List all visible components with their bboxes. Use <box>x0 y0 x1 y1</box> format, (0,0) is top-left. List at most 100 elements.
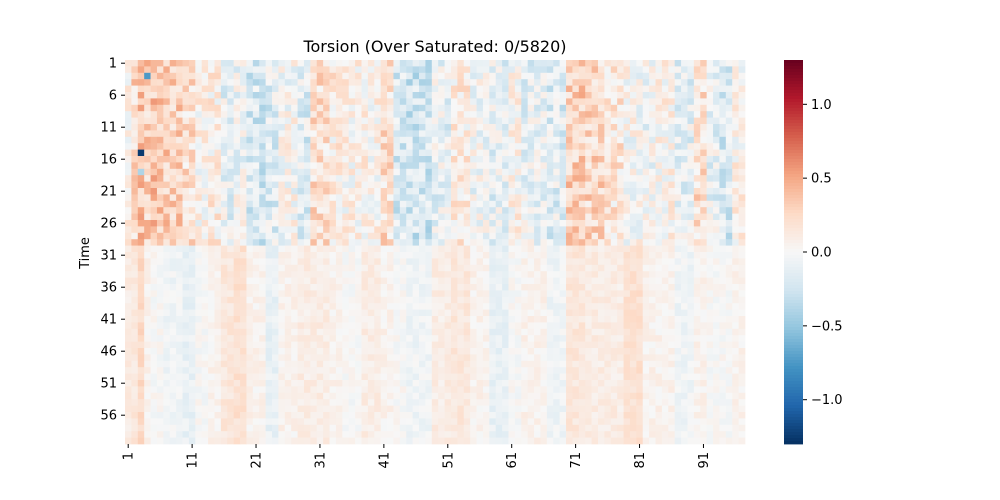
heatmap-cell <box>220 373 228 381</box>
heatmap-cell <box>131 194 139 202</box>
heatmap-cell <box>303 341 311 349</box>
heatmap-cell <box>585 181 592 189</box>
heatmap-cell <box>738 130 746 138</box>
heatmap-cell <box>681 348 688 355</box>
heatmap-cell <box>578 290 586 298</box>
heatmap-cell <box>655 66 663 74</box>
heatmap-cell <box>182 380 190 387</box>
heatmap-cell <box>163 85 171 93</box>
heatmap-cell <box>636 117 644 125</box>
heatmap-cell <box>482 341 490 349</box>
heatmap-cell <box>470 380 477 387</box>
heatmap-cell <box>335 309 343 317</box>
heatmap-cell <box>297 258 305 266</box>
heatmap-cell <box>604 79 612 86</box>
heatmap-cell <box>470 168 477 176</box>
heatmap-cell <box>457 220 465 227</box>
heatmap-cell <box>514 328 522 336</box>
heatmap-cell <box>534 226 541 234</box>
heatmap-cell <box>585 245 592 253</box>
heatmap-cell <box>355 143 362 150</box>
heatmap-cell <box>572 303 580 310</box>
heatmap-cell <box>495 136 503 144</box>
heatmap-cell <box>431 258 439 266</box>
heatmap-cell <box>457 264 465 272</box>
heatmap-cell <box>693 60 701 67</box>
heatmap-cell <box>572 360 580 368</box>
heatmap-cell <box>463 85 471 93</box>
heatmap-cell <box>732 296 739 304</box>
heatmap-cell <box>674 156 682 163</box>
heatmap-cell <box>649 162 656 170</box>
heatmap-cell <box>693 104 701 112</box>
heatmap-cell <box>240 220 247 227</box>
heatmap-cell <box>502 341 509 349</box>
heatmap-cell <box>144 335 151 342</box>
heatmap-cell <box>597 143 605 150</box>
heatmap-cell <box>233 226 241 234</box>
heatmap-cell <box>540 143 548 150</box>
heatmap-cell <box>438 98 445 106</box>
heatmap-cell <box>546 271 554 278</box>
heatmap-cell <box>425 290 433 298</box>
heatmap-cell <box>617 168 624 176</box>
heatmap-cell <box>655 60 663 67</box>
heatmap-cell <box>457 277 465 285</box>
heatmap-cell <box>463 290 471 298</box>
heatmap-cell <box>355 252 362 259</box>
heatmap-cell <box>438 220 445 227</box>
heatmap-cell <box>463 341 471 349</box>
heatmap-cell <box>476 316 484 323</box>
heatmap-cell <box>431 98 439 106</box>
heatmap-cell <box>150 348 158 355</box>
heatmap-cell <box>700 258 707 266</box>
heatmap-cell <box>655 117 663 125</box>
heatmap-cell <box>591 239 599 246</box>
heatmap-cell <box>163 117 171 125</box>
heatmap-cell <box>233 117 241 125</box>
heatmap-cell <box>649 194 656 202</box>
heatmap-cell <box>176 130 183 138</box>
heatmap-cell <box>316 245 324 253</box>
heatmap-cell <box>399 200 407 208</box>
heatmap-cell <box>252 271 260 278</box>
heatmap-cell <box>163 188 171 195</box>
heatmap-cell <box>131 117 139 125</box>
heatmap-cell <box>546 220 554 227</box>
heatmap-cell <box>297 136 305 144</box>
heatmap-cell <box>623 220 631 227</box>
heatmap-cell <box>642 290 650 298</box>
heatmap-cell <box>169 373 177 381</box>
heatmap-cell <box>508 271 516 278</box>
heatmap-cell <box>412 296 420 304</box>
heatmap-cell <box>463 194 471 202</box>
heatmap-cell <box>463 239 471 246</box>
heatmap-cell <box>335 341 343 349</box>
heatmap-cell <box>610 143 618 150</box>
heatmap-cell <box>521 322 529 330</box>
heatmap-cell <box>355 98 362 106</box>
heatmap-cell <box>674 92 682 99</box>
heatmap-cell <box>566 92 573 99</box>
heatmap-cell <box>284 271 292 278</box>
heatmap-cell <box>566 117 573 125</box>
heatmap-cell <box>738 335 746 342</box>
heatmap-cell <box>265 60 273 67</box>
heatmap-cell <box>629 373 637 381</box>
heatmap-cell <box>559 130 567 138</box>
heatmap-cell <box>329 149 337 157</box>
heatmap-cell <box>169 360 177 368</box>
heatmap-cell <box>425 85 433 93</box>
heatmap-cell <box>559 245 567 253</box>
heatmap-cell <box>470 207 477 214</box>
heatmap-cell <box>597 373 605 381</box>
heatmap-cell <box>623 143 631 150</box>
heatmap-cell <box>214 98 222 106</box>
heatmap-cell <box>610 149 618 157</box>
heatmap-cell <box>738 188 746 195</box>
heatmap-cell <box>137 194 145 202</box>
heatmap-cell <box>278 245 286 253</box>
heatmap-cell <box>144 239 151 246</box>
heatmap-cell <box>125 360 132 368</box>
heatmap-cell <box>476 360 484 368</box>
